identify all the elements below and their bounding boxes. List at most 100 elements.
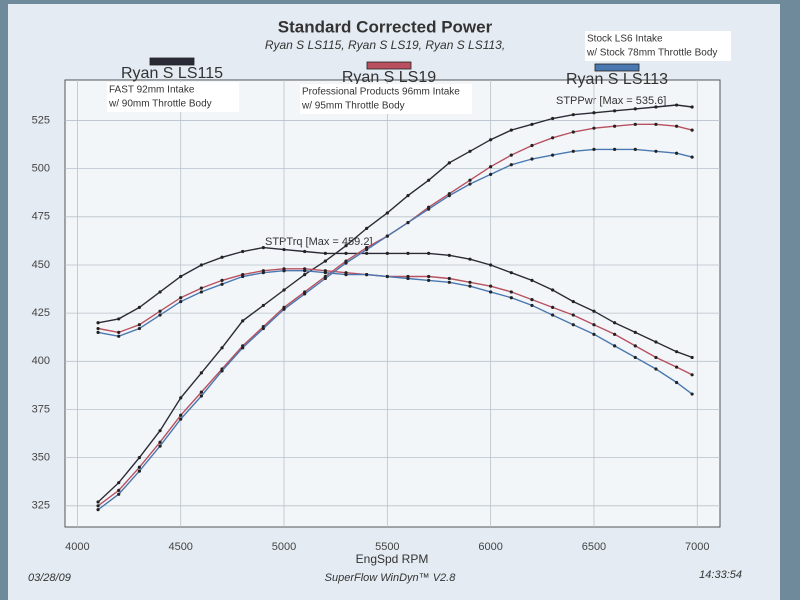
note-text: w/ 95mm Throttle Body — [301, 101, 405, 112]
torque-point — [592, 323, 596, 327]
power-point — [551, 136, 555, 140]
power-point — [96, 504, 100, 508]
power-point — [447, 194, 451, 198]
power-point — [137, 456, 141, 460]
torque-point — [447, 280, 451, 284]
torque-point — [690, 392, 694, 396]
power-point — [427, 178, 431, 182]
power-point — [530, 157, 534, 161]
x-tick-label: 7000 — [685, 541, 709, 553]
torque-point — [613, 344, 617, 348]
torque-point — [654, 340, 658, 344]
y-tick-label: 350 — [32, 452, 50, 464]
x-tick-label: 5000 — [272, 541, 296, 553]
legend-label: Ryan S LS115 — [121, 65, 223, 82]
power-point — [385, 234, 389, 238]
torque-point — [303, 269, 307, 273]
x-tick-label: 5500 — [375, 541, 399, 553]
torque-point — [447, 276, 451, 281]
power-point — [654, 105, 658, 109]
torque-point — [323, 251, 327, 256]
note-text: FAST 92mm Intake — [109, 85, 195, 96]
power-point — [241, 319, 245, 323]
torque-point — [385, 251, 389, 256]
torque-point — [530, 303, 534, 308]
torque-point — [220, 282, 224, 286]
time: 14:33:54 — [699, 569, 742, 581]
x-tick-label: 4500 — [168, 541, 192, 553]
torque-point — [468, 280, 472, 284]
torque-point — [282, 269, 286, 273]
power-point — [592, 126, 596, 130]
power-point — [199, 371, 203, 375]
torque-point — [365, 251, 369, 256]
power-point — [344, 244, 348, 248]
torque-point — [282, 247, 286, 252]
x-tick-label: 6500 — [582, 541, 606, 553]
legend-label: Ryan S LS113 — [566, 71, 668, 88]
power-point — [690, 105, 694, 109]
torque-point — [633, 344, 637, 348]
power-point — [530, 143, 534, 148]
power-point — [675, 124, 679, 128]
torque-point — [344, 251, 348, 256]
power-point — [654, 122, 658, 126]
power-point — [179, 417, 183, 421]
power-point — [592, 111, 596, 115]
power-point — [385, 211, 389, 215]
torque-point — [117, 330, 121, 335]
power-point — [571, 130, 575, 134]
legend-swatch — [594, 63, 640, 72]
torque-point — [633, 355, 637, 360]
x-tick-label: 4000 — [65, 541, 89, 553]
power-point — [551, 116, 555, 121]
torque-point — [365, 272, 369, 277]
torque-point — [571, 323, 575, 327]
power-line — [97, 148, 693, 511]
torque-point — [241, 249, 245, 254]
note-text: w/ 90mm Throttle Body — [108, 99, 212, 110]
torque-point — [406, 251, 410, 256]
torque-point — [261, 246, 265, 250]
power-point — [489, 165, 493, 169]
power-point — [551, 153, 555, 157]
y-tick-label: 325 — [32, 500, 50, 512]
power-point — [199, 394, 203, 398]
power-point — [117, 492, 121, 496]
torque-point — [158, 309, 162, 313]
power-point — [220, 369, 224, 373]
torque-point — [96, 330, 100, 335]
torque-point — [96, 321, 100, 325]
torque-point — [675, 365, 679, 369]
torque-point — [220, 255, 224, 259]
torque-point — [199, 263, 203, 267]
power-point — [571, 113, 575, 117]
power-point — [96, 500, 100, 504]
power-point — [261, 303, 265, 308]
power-point — [137, 465, 141, 469]
power-point — [675, 151, 679, 155]
y-tick-label: 475 — [32, 211, 50, 223]
torque-point — [137, 323, 141, 327]
y-tick-label: 375 — [32, 403, 50, 415]
power-point — [365, 226, 369, 230]
power-point — [468, 178, 472, 182]
torque-point — [489, 290, 493, 294]
torque-point — [137, 305, 141, 309]
power-point — [220, 346, 224, 350]
torque-line — [97, 270, 693, 395]
power-point — [427, 207, 431, 211]
power-point — [303, 292, 307, 296]
power-point — [365, 247, 369, 252]
power-point — [592, 147, 596, 151]
note-text: w/ Stock 78mm Throttle Body — [586, 48, 717, 59]
torque-point — [179, 296, 183, 300]
note-text: Professional Products 96mm Intake — [302, 87, 460, 98]
power-point — [158, 429, 162, 433]
torque-point — [551, 313, 555, 317]
y-tick-label: 400 — [32, 355, 50, 367]
torque-point — [613, 321, 617, 325]
torque-point — [633, 330, 637, 335]
torque-point — [654, 367, 658, 371]
torque-point — [592, 309, 596, 313]
